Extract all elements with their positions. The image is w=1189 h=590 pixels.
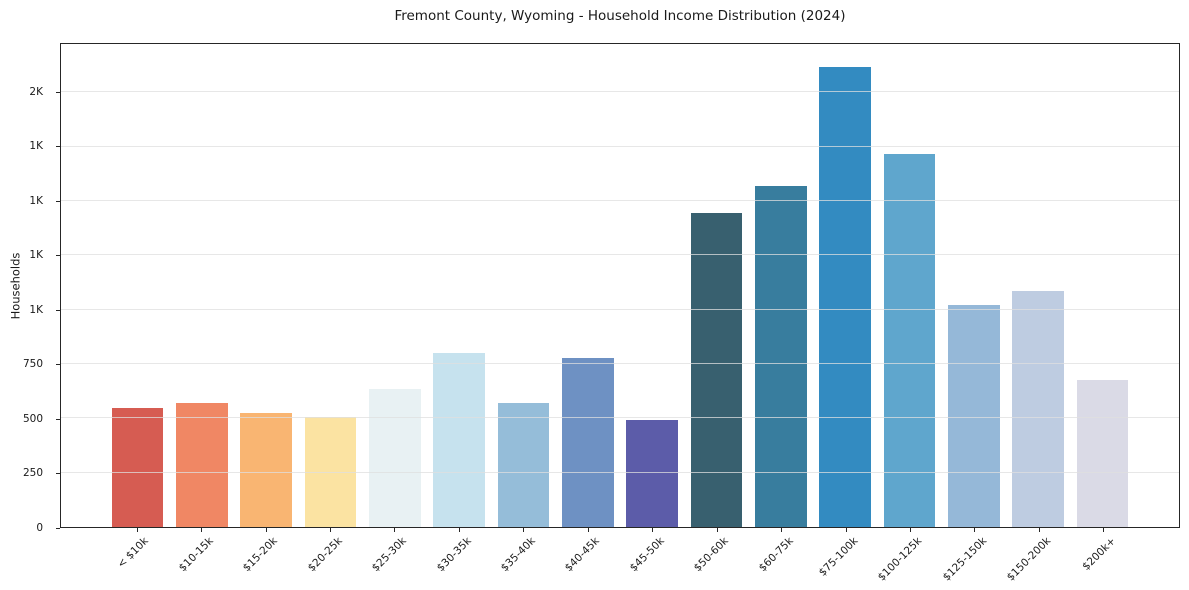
y-tick-mark xyxy=(56,255,60,257)
x-tick-mark xyxy=(394,528,396,532)
gridline xyxy=(61,200,1179,202)
bar xyxy=(1012,290,1064,527)
y-tick-mark xyxy=(56,473,60,475)
gridline xyxy=(61,471,1179,473)
x-tick-mark xyxy=(781,528,783,532)
y-tick-mark xyxy=(56,91,60,93)
y-tick-label: 750 xyxy=(22,358,43,371)
gridline xyxy=(61,254,1179,256)
y-tick-label: 500 xyxy=(22,412,43,425)
x-tick-mark xyxy=(136,528,138,532)
gridline xyxy=(61,417,1179,419)
bar xyxy=(433,353,485,527)
y-tick-label: 1K xyxy=(29,194,43,207)
y-tick-mark xyxy=(56,418,60,420)
x-tick-mark xyxy=(587,528,589,532)
bar xyxy=(240,412,292,527)
y-tick-mark xyxy=(56,200,60,202)
y-tick-label: 1K xyxy=(29,303,43,316)
x-tick-mark xyxy=(1103,528,1105,532)
y-tick-mark xyxy=(56,364,60,366)
x-tick-mark xyxy=(845,528,847,532)
bar xyxy=(497,402,550,527)
y-tick-label: 250 xyxy=(22,467,43,480)
x-tick-mark xyxy=(330,528,331,532)
x-tick-mark xyxy=(458,528,460,532)
x-tick-mark xyxy=(974,528,976,532)
y-tick-mark xyxy=(56,146,60,148)
y-tick-mark xyxy=(56,309,60,311)
bar xyxy=(176,403,228,527)
chart-title: Fremont County, Wyoming - Household Inco… xyxy=(394,8,846,24)
plot-area xyxy=(60,43,1180,528)
gridline xyxy=(61,363,1179,365)
bar xyxy=(562,357,614,527)
x-tick-mark xyxy=(909,528,911,532)
y-axis: 0 250 500 750 1K 1K 1K 1K 2K xyxy=(0,43,53,534)
x-tick-mark xyxy=(1038,528,1040,532)
bar xyxy=(626,420,678,527)
x-tick-mark xyxy=(201,528,203,532)
x-tick-mark xyxy=(523,528,525,532)
bar xyxy=(819,67,871,527)
bar xyxy=(883,154,936,527)
y-tick-label: 0 xyxy=(36,522,43,534)
x-tick-mark xyxy=(265,528,267,532)
bar xyxy=(369,388,421,527)
bar xyxy=(304,417,357,527)
y-tick-label: 1K xyxy=(29,140,43,153)
gridline xyxy=(61,145,1179,147)
y-tick-label: 2K xyxy=(29,85,43,98)
y-tick-mark xyxy=(56,528,60,529)
bar xyxy=(1076,379,1129,527)
bar xyxy=(948,305,1000,527)
x-tick-mark xyxy=(716,528,718,532)
x-tick-mark xyxy=(652,528,654,532)
gridline xyxy=(61,308,1179,310)
gridline xyxy=(61,91,1179,93)
bar xyxy=(690,213,743,527)
y-tick-label: 1K xyxy=(29,249,43,262)
bar xyxy=(755,185,807,527)
bar xyxy=(111,407,164,527)
